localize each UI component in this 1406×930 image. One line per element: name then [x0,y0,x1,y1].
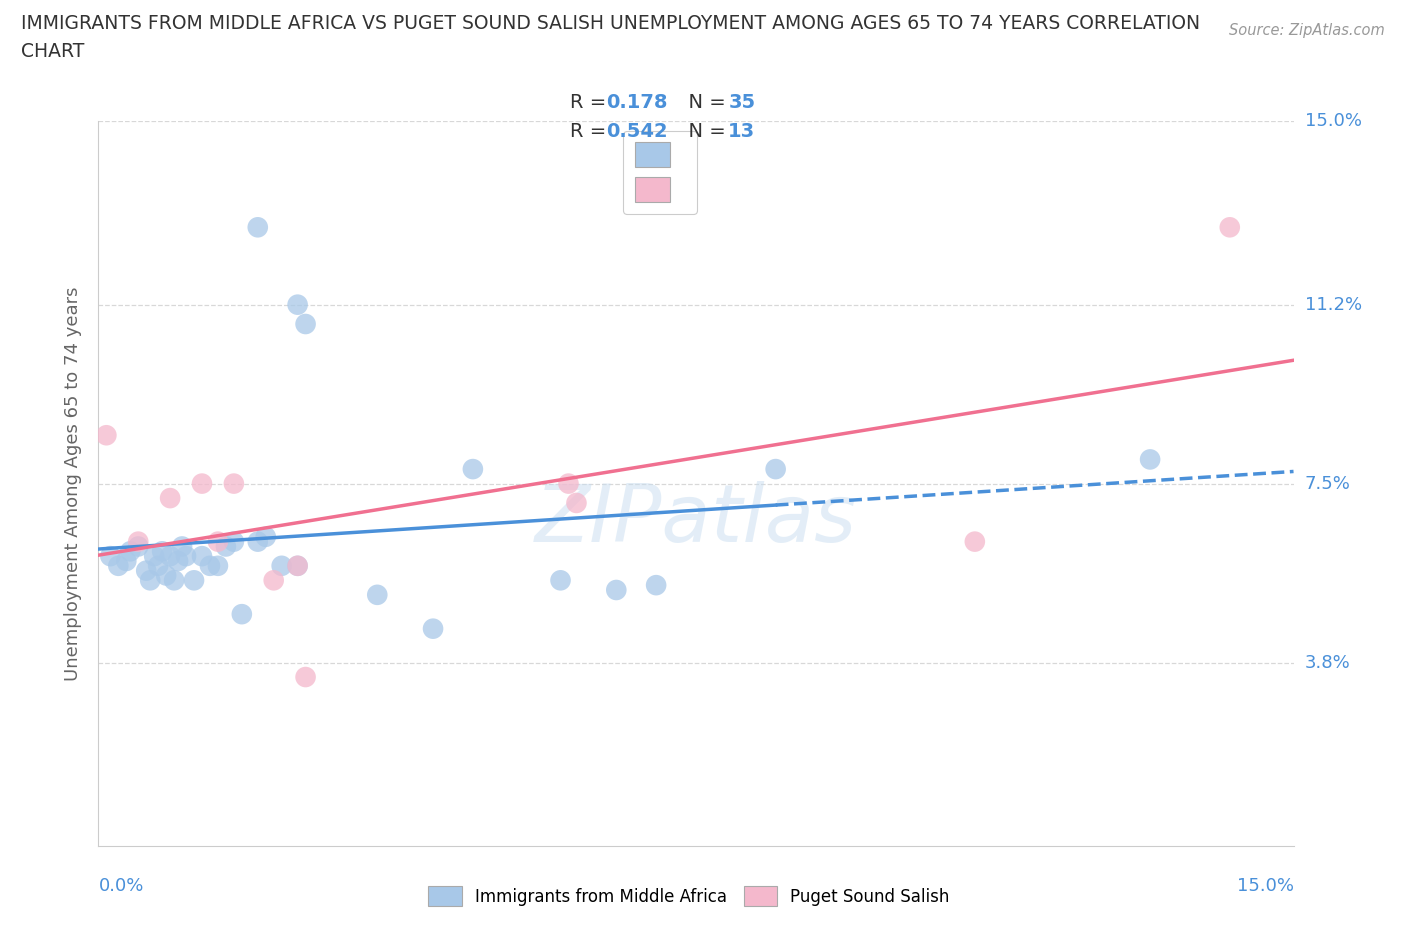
Text: CHART: CHART [21,42,84,60]
Point [246,219,269,234]
Point [461,461,484,476]
Point [294,670,316,684]
Point [120,544,142,559]
Point [159,549,181,564]
Point [96,428,118,443]
Text: IMMIGRANTS FROM MIDDLE AFRICA VS PUGET SOUND SALISH UNEMPLOYMENT AMONG AGES 65 T: IMMIGRANTS FROM MIDDLE AFRICA VS PUGET S… [21,14,1201,33]
Point [143,549,166,564]
Point [645,578,668,592]
Point [191,476,214,491]
Point [550,573,572,588]
Point [207,534,229,549]
Point [1219,219,1241,234]
Text: 11.2%: 11.2% [1305,296,1362,313]
Point [557,476,579,491]
Point [565,496,588,511]
Legend: , : , [623,130,697,214]
Text: 15.0%: 15.0% [1236,877,1294,895]
Point [172,539,194,554]
Point [294,316,316,331]
Point [231,606,253,621]
Point [139,573,162,588]
Point [207,558,229,573]
Point [605,582,627,597]
Point [263,573,285,588]
Point [222,534,245,549]
Text: N =: N = [676,93,731,113]
Text: Source: ZipAtlas.com: Source: ZipAtlas.com [1229,23,1385,38]
Point [159,491,181,506]
Point [963,534,986,549]
Point [167,553,190,568]
Point [215,539,238,554]
Point [150,544,173,559]
Text: 0.178: 0.178 [606,93,668,113]
Point [222,476,245,491]
Point [287,558,309,573]
Point [246,534,269,549]
Point [191,549,214,564]
Point [1139,452,1161,467]
Text: 13: 13 [728,122,755,141]
Point [198,558,221,573]
Point [765,461,787,476]
Point [135,564,157,578]
Text: 3.8%: 3.8% [1305,654,1350,671]
Point [287,298,309,312]
Point [287,558,309,573]
Point [183,573,205,588]
Point [115,553,138,568]
Point [270,558,292,573]
Point [127,534,149,549]
Legend: Immigrants from Middle Africa, Puget Sound Salish: Immigrants from Middle Africa, Puget Sou… [422,880,956,912]
Point [422,621,444,636]
Point [107,558,129,573]
Text: 0.542: 0.542 [606,122,668,141]
Point [163,573,186,588]
Text: 15.0%: 15.0% [1305,112,1361,130]
Text: 0.0%: 0.0% [98,877,143,895]
Point [174,549,197,564]
Point [98,549,122,564]
Point [155,568,177,583]
Y-axis label: Unemployment Among Ages 65 to 74 years: Unemployment Among Ages 65 to 74 years [63,286,82,681]
Text: 35: 35 [728,93,755,113]
Text: ZIPatlas: ZIPatlas [534,481,858,559]
Point [366,588,388,603]
Text: N =: N = [676,122,731,141]
Text: R =: R = [571,122,613,141]
Text: R =: R = [571,93,613,113]
Point [127,539,149,554]
Text: 7.5%: 7.5% [1305,474,1351,493]
Point [254,529,277,544]
Point [148,558,170,573]
